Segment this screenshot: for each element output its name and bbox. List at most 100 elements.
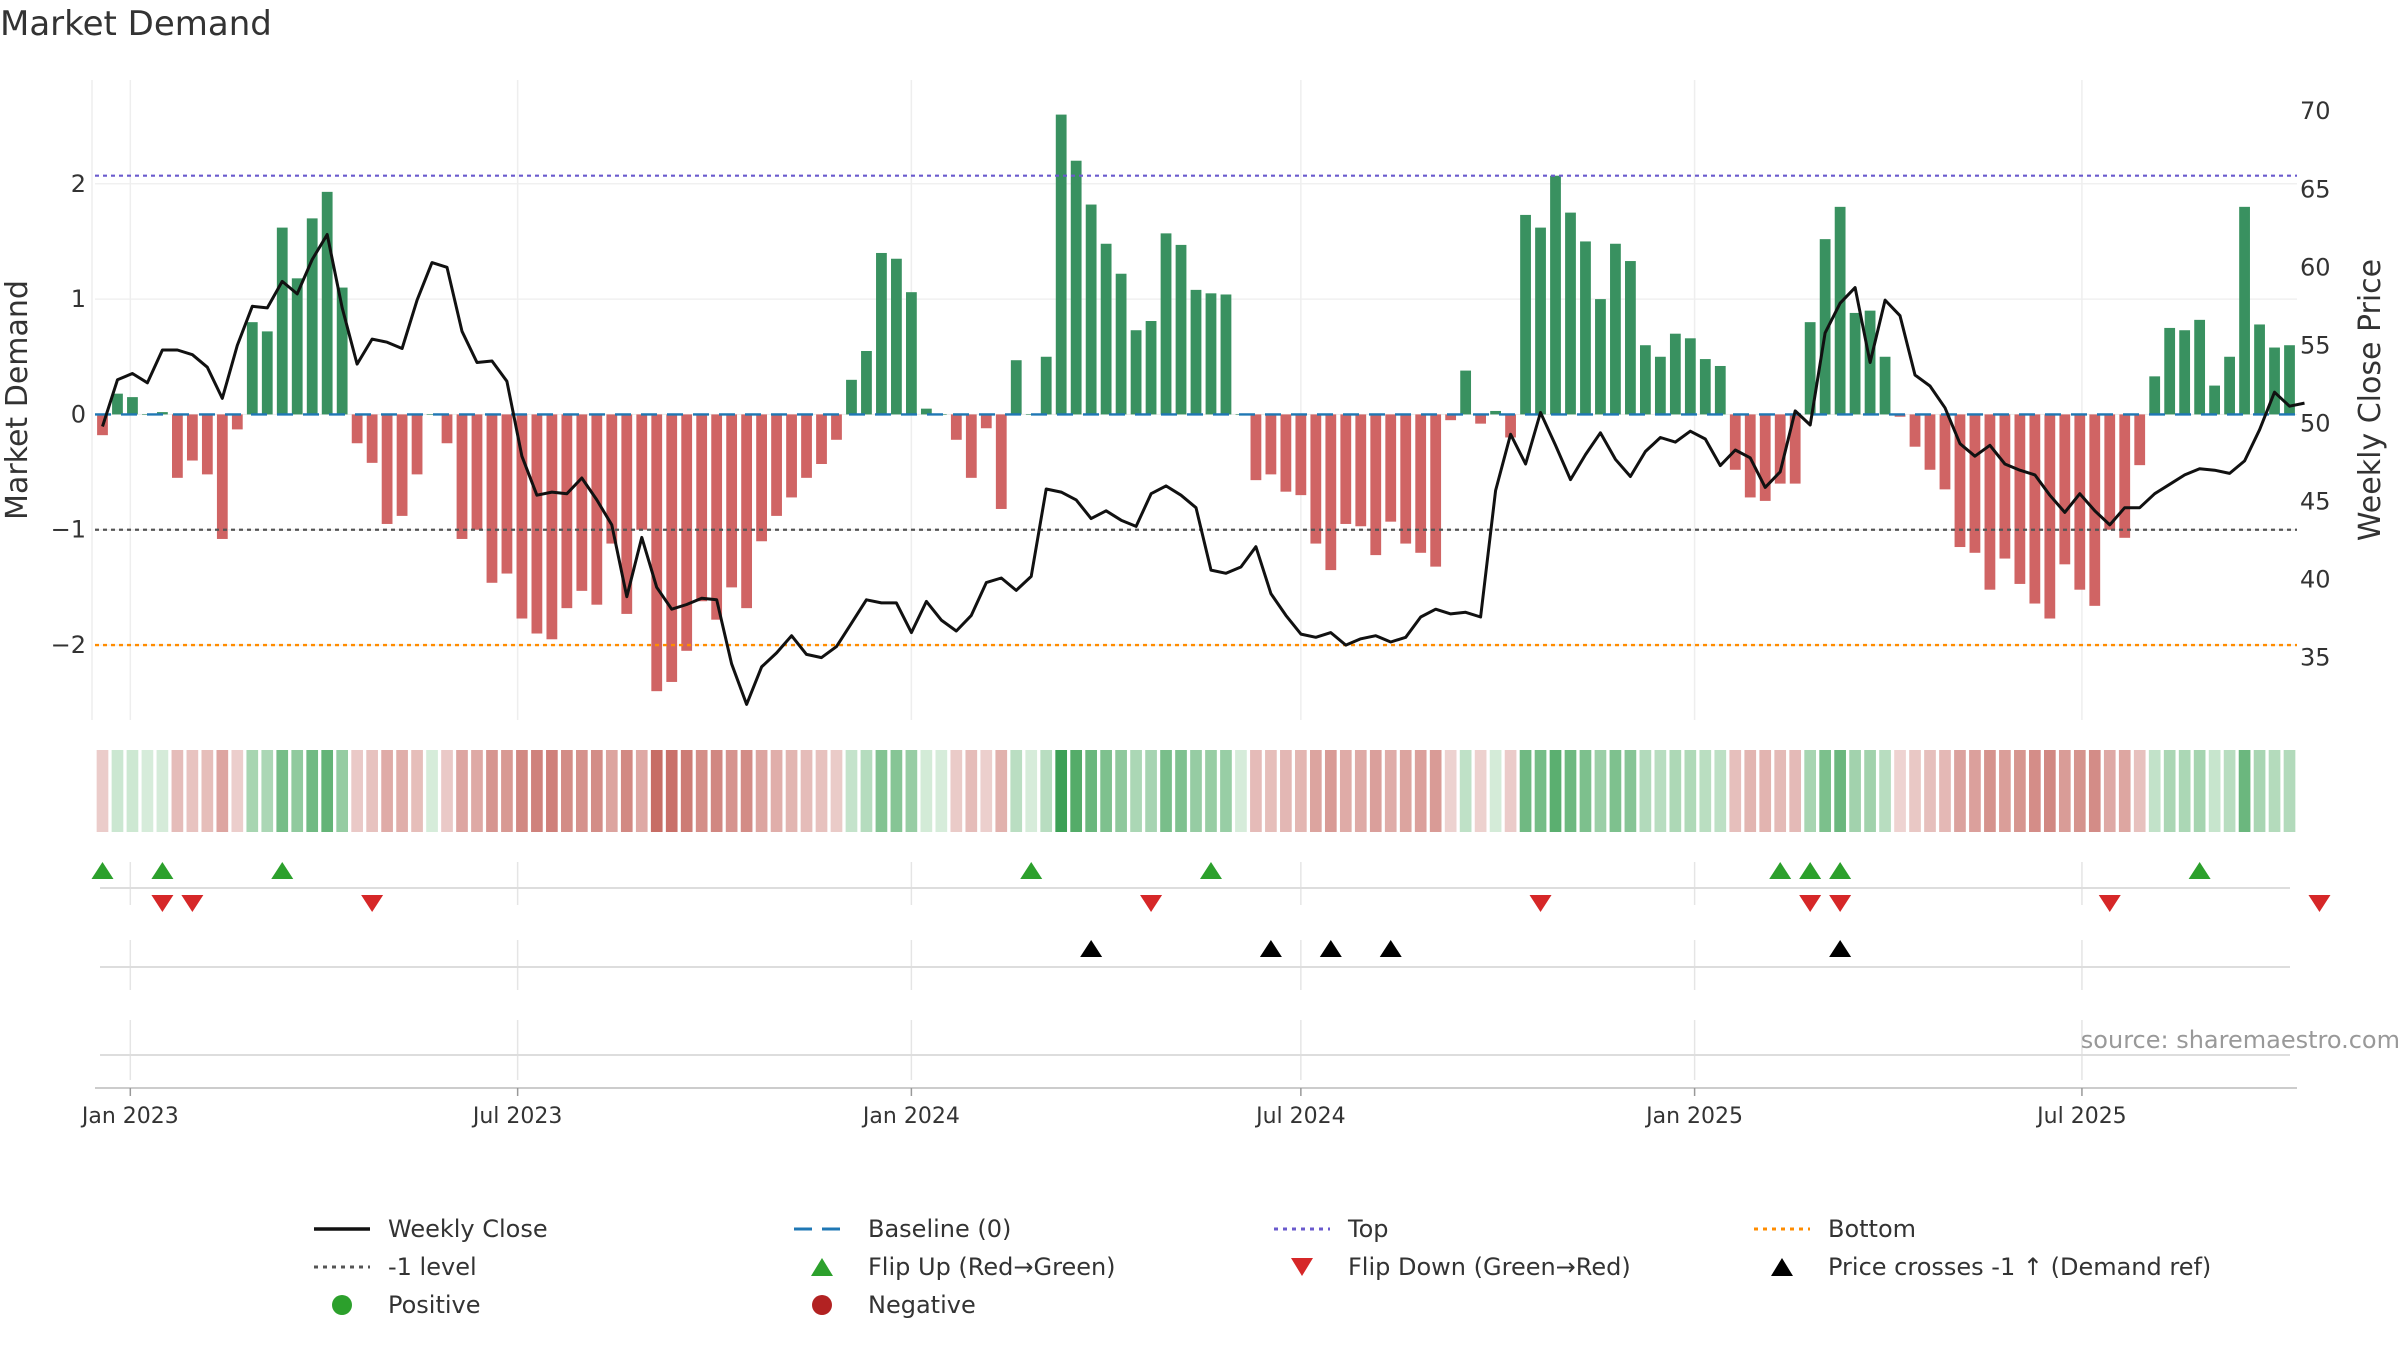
- demand-bar: [1520, 214, 1531, 415]
- heat-strip-cell: [1414, 750, 1427, 832]
- heat-strip-cell: [1295, 750, 1307, 832]
- demand-bar: [1190, 289, 1202, 415]
- heat-strip-cell: [1504, 750, 1517, 832]
- demand-bar: [261, 331, 273, 415]
- heat-strip-cell: [950, 750, 963, 832]
- heat-strip-cell: [755, 750, 768, 832]
- heat-strip-cell: [1280, 750, 1292, 832]
- flip-up-marker: [271, 862, 294, 879]
- demand-bar: [426, 414, 438, 416]
- heat-strip-cell: [1369, 750, 1382, 832]
- y2-tick-label: 55: [2300, 331, 2331, 359]
- price-cross-marker: [1259, 940, 1282, 957]
- heat-strip-cell: [1864, 750, 1876, 832]
- source-label: source: sharemaestro.com: [2081, 1026, 2400, 1054]
- demand-bar: [471, 414, 483, 530]
- legend-item: Positive: [310, 1291, 481, 1319]
- demand-bar: [216, 414, 228, 539]
- heat-strip-cell: [486, 750, 498, 832]
- y-tick-label: −1: [51, 516, 86, 544]
- y2-tick-label: 60: [2300, 253, 2331, 281]
- heat-strip-cell: [1085, 750, 1097, 832]
- y2-tick-label: 35: [2300, 644, 2331, 672]
- circle-icon: [332, 1295, 352, 1315]
- heat-strip-cell: [231, 750, 244, 832]
- demand-bar: [2074, 414, 2086, 590]
- heat-strip-cell: [965, 750, 978, 832]
- demand-bar: [1445, 414, 1457, 421]
- demand-bar: [741, 414, 753, 609]
- demand-bar: [276, 227, 288, 415]
- heat-strip-cell: [1519, 750, 1532, 832]
- demand-bar: [1040, 356, 1052, 415]
- demand-bar: [1100, 243, 1112, 415]
- demand-bar: [1010, 360, 1022, 415]
- heat-strip-cell: [1939, 750, 1951, 832]
- demand-bar: [1415, 414, 1427, 553]
- heat-strip-cell: [1954, 750, 1966, 832]
- heat-strip-cell: [1250, 750, 1262, 832]
- heat-strip-cell: [321, 750, 334, 832]
- heat-strip-cell: [2148, 750, 2161, 832]
- demand-bar: [396, 414, 408, 516]
- heat-strip-cell: [860, 750, 873, 832]
- legend-line-solid-icon: [314, 1227, 370, 1231]
- heat-strip-cell: [905, 750, 918, 832]
- heat-strip-cell: [201, 750, 214, 832]
- demand-bar: [1490, 410, 1501, 415]
- market-demand-chart: Jan 2023 Jul 2023 Jan 2024 Jul 2024 Jan 2025…: [0, 80, 2400, 1129]
- demand-bar: [1340, 414, 1352, 524]
- heat-strip-cell: [1549, 750, 1562, 832]
- triangle-down-icon: [1291, 1258, 1313, 1276]
- heat-strip-cell: [1100, 750, 1112, 832]
- legend-item: -1 level: [310, 1253, 477, 1281]
- demand-bar: [1505, 414, 1516, 438]
- demand-bar: [711, 414, 723, 620]
- y-tick-label: 1: [71, 285, 86, 313]
- heat-strip-cell: [1774, 750, 1787, 832]
- demand-bar: [1819, 239, 1831, 415]
- heat-strip-cell: [800, 750, 813, 832]
- demand-bar: [816, 414, 827, 464]
- demand-bar: [891, 258, 902, 415]
- demand-bar: [2179, 330, 2191, 415]
- heat-strip-cell: [830, 750, 843, 832]
- demand-bar: [1160, 233, 1172, 415]
- heat-strip-cell: [2238, 750, 2251, 832]
- heat-strip-cell: [1070, 750, 1083, 832]
- demand-bar: [2059, 414, 2071, 565]
- heat-strip-cell: [351, 750, 363, 832]
- heat-strip-cell: [1759, 750, 1772, 832]
- heat-strip-cell: [845, 750, 858, 832]
- legend-label: Top: [1348, 1215, 1389, 1243]
- legend-line-dashed-icon: [794, 1227, 850, 1231]
- demand-bar: [2014, 414, 2026, 584]
- demand-bar: [591, 414, 603, 605]
- demand-bar: [771, 414, 782, 516]
- demand-bar: [231, 414, 243, 430]
- demand-bar: [246, 322, 258, 415]
- demand-bar: [1909, 414, 1921, 447]
- y-tick-label: 0: [71, 400, 86, 428]
- flip-down-marker: [2308, 895, 2331, 912]
- heat-strip-cell: [381, 750, 393, 832]
- heat-strip-cell: [935, 750, 948, 832]
- x-tick-label: Jan 2023: [80, 1104, 179, 1129]
- heat-strip-cell: [1654, 750, 1667, 832]
- heat-strip-cell: [1684, 750, 1697, 832]
- y2-tick-label: 65: [2300, 175, 2331, 203]
- heat-strip-cell: [1639, 750, 1652, 832]
- legend-item: Top: [1270, 1215, 1389, 1243]
- heat-strip-cell: [815, 750, 828, 832]
- demand-bar: [1145, 321, 1157, 415]
- heat-strip-cell: [426, 750, 438, 832]
- demand-bar: [726, 414, 738, 588]
- heat-strip-cell: [2163, 750, 2176, 832]
- legend-item: Negative: [790, 1291, 976, 1319]
- heat-strip-cell: [740, 750, 753, 832]
- heat-strip-cell: [1969, 750, 1981, 832]
- heat-strip-cell: [1999, 750, 2011, 832]
- heat-strip-cell: [1879, 750, 1891, 832]
- legend-label: Positive: [388, 1291, 481, 1319]
- heat-strip-cell: [1115, 750, 1127, 832]
